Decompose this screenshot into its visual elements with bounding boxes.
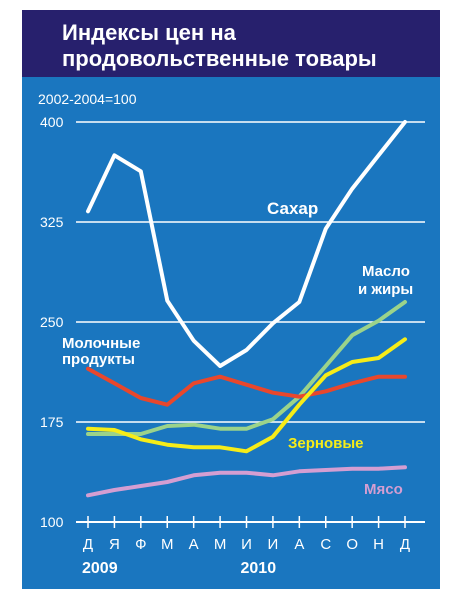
x-tick-label: М bbox=[214, 536, 227, 553]
series-label-cereals: Зерновые bbox=[288, 435, 364, 452]
chart-title-line2: продовольственные товары bbox=[62, 46, 377, 71]
plot-background bbox=[22, 77, 440, 589]
x-tick-label: Н bbox=[373, 536, 384, 553]
y-tick-label: 175 bbox=[40, 414, 64, 430]
year-label: 2010 bbox=[241, 560, 277, 577]
series-label-dairy-line2: продукты bbox=[62, 351, 135, 368]
series-line-sugar bbox=[86, 120, 407, 368]
series-label-dairy-line1: Молочные bbox=[62, 335, 140, 352]
x-tick-label: И bbox=[241, 536, 252, 553]
x-tick-label: Д bbox=[83, 536, 93, 553]
series-label-sugar: Сахар bbox=[267, 199, 318, 218]
series-lines bbox=[86, 120, 407, 498]
x-tick-label: С bbox=[320, 536, 331, 553]
y-tick-label: 325 bbox=[40, 214, 64, 230]
series-line-meat bbox=[86, 465, 407, 498]
chart-subtitle: 2002-2004=100 bbox=[38, 91, 137, 107]
series-line-cereals bbox=[86, 337, 407, 454]
series-labels: Сахар Масло и жиры Молочные продукты Зер… bbox=[62, 199, 413, 498]
chart-title-line1: Индексы цен на bbox=[62, 20, 237, 45]
series-line-dairy bbox=[86, 366, 407, 407]
x-tick-label: О bbox=[346, 536, 358, 553]
x-tick-label: И bbox=[268, 536, 279, 553]
x-tick-label: А bbox=[294, 536, 304, 553]
x-tick-label: Д bbox=[400, 536, 410, 553]
x-tick-label: А bbox=[189, 536, 199, 553]
series-label-meat: Мясо bbox=[364, 481, 403, 498]
y-axis-tick-labels: 100 175 250 325 400 bbox=[40, 114, 64, 530]
year-label: 2009 bbox=[82, 560, 118, 577]
y-tick-label: 250 bbox=[40, 314, 64, 330]
grid-lines bbox=[76, 121, 425, 423]
x-tick-label: М bbox=[161, 536, 174, 553]
x-tick-label: Я bbox=[109, 536, 120, 553]
series-label-oils-line1: Масло bbox=[362, 263, 410, 280]
x-tick-label: Ф bbox=[135, 536, 146, 553]
series-line-oils bbox=[86, 300, 407, 436]
y-tick-label: 100 bbox=[40, 514, 64, 530]
y-tick-label: 400 bbox=[40, 114, 64, 130]
series-label-oils-line2: и жиры bbox=[358, 281, 413, 298]
title-banner bbox=[22, 10, 440, 77]
